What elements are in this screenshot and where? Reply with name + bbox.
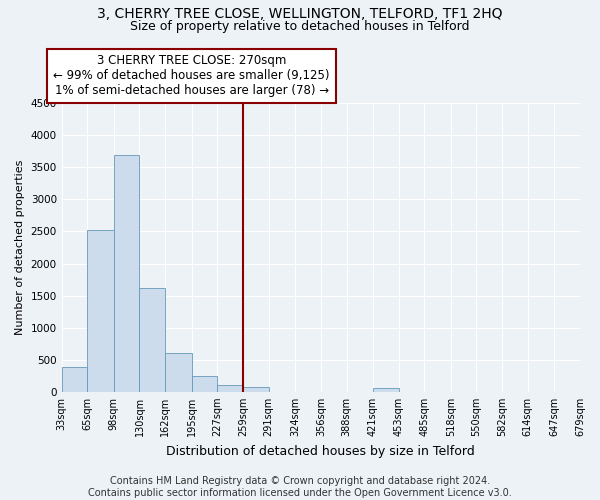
Bar (88, 230, 114, 392)
Bar (165, 354, 191, 392)
Text: 3, CHERRY TREE CLOSE, WELLINGTON, TELFORD, TF1 2HQ: 3, CHERRY TREE CLOSE, WELLINGTON, TELFOR… (97, 8, 503, 22)
Bar (243, 387, 269, 392)
Bar (114, 154, 139, 392)
X-axis label: Distribution of detached houses by size in Telford: Distribution of detached houses by size … (166, 444, 475, 458)
Bar (62, 368, 88, 392)
Bar (139, 288, 165, 392)
Text: Size of property relative to detached houses in Telford: Size of property relative to detached ho… (130, 20, 470, 33)
Text: Contains HM Land Registry data © Crown copyright and database right 2024.
Contai: Contains HM Land Registry data © Crown c… (88, 476, 512, 498)
Y-axis label: Number of detached properties: Number of detached properties (15, 160, 25, 335)
Bar (191, 376, 217, 392)
Bar (217, 385, 243, 392)
Text: 3 CHERRY TREE CLOSE: 270sqm
← 99% of detached houses are smaller (9,125)
1% of s: 3 CHERRY TREE CLOSE: 270sqm ← 99% of det… (53, 54, 330, 98)
Bar (373, 388, 398, 392)
